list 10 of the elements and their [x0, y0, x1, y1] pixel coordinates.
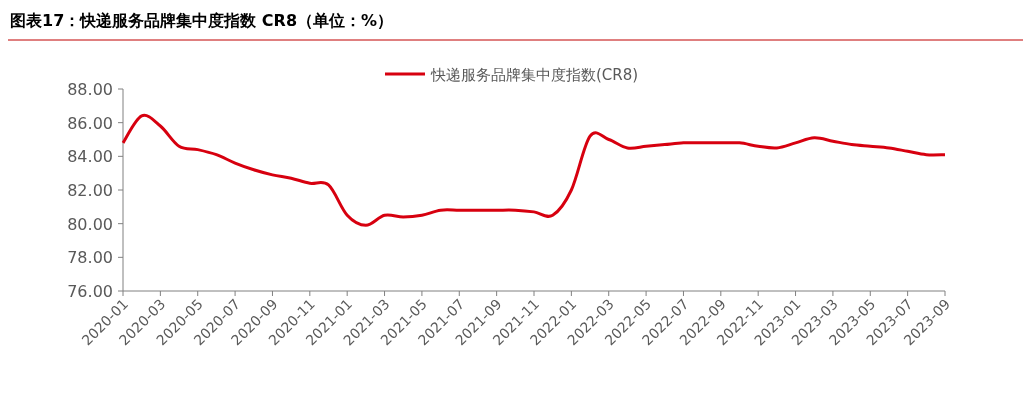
y-tick-label: 78.00 [67, 248, 113, 268]
y-tick-label: 82.00 [67, 181, 113, 200]
y-tick-label: 76.00 [67, 282, 113, 301]
chart-title: 图表17：快递服务品牌集中度指数 CR8（单位：%） [10, 11, 394, 30]
legend-label: 快递服务品牌集中度指数(CR8) [430, 66, 639, 84]
y-tick-label: 88.00 [67, 80, 113, 99]
y-tick-label: 80.00 [67, 214, 113, 234]
y-tick-label: 84.00 [67, 147, 113, 167]
line-series [121, 114, 947, 227]
y-tick-label: 86.00 [67, 113, 113, 133]
